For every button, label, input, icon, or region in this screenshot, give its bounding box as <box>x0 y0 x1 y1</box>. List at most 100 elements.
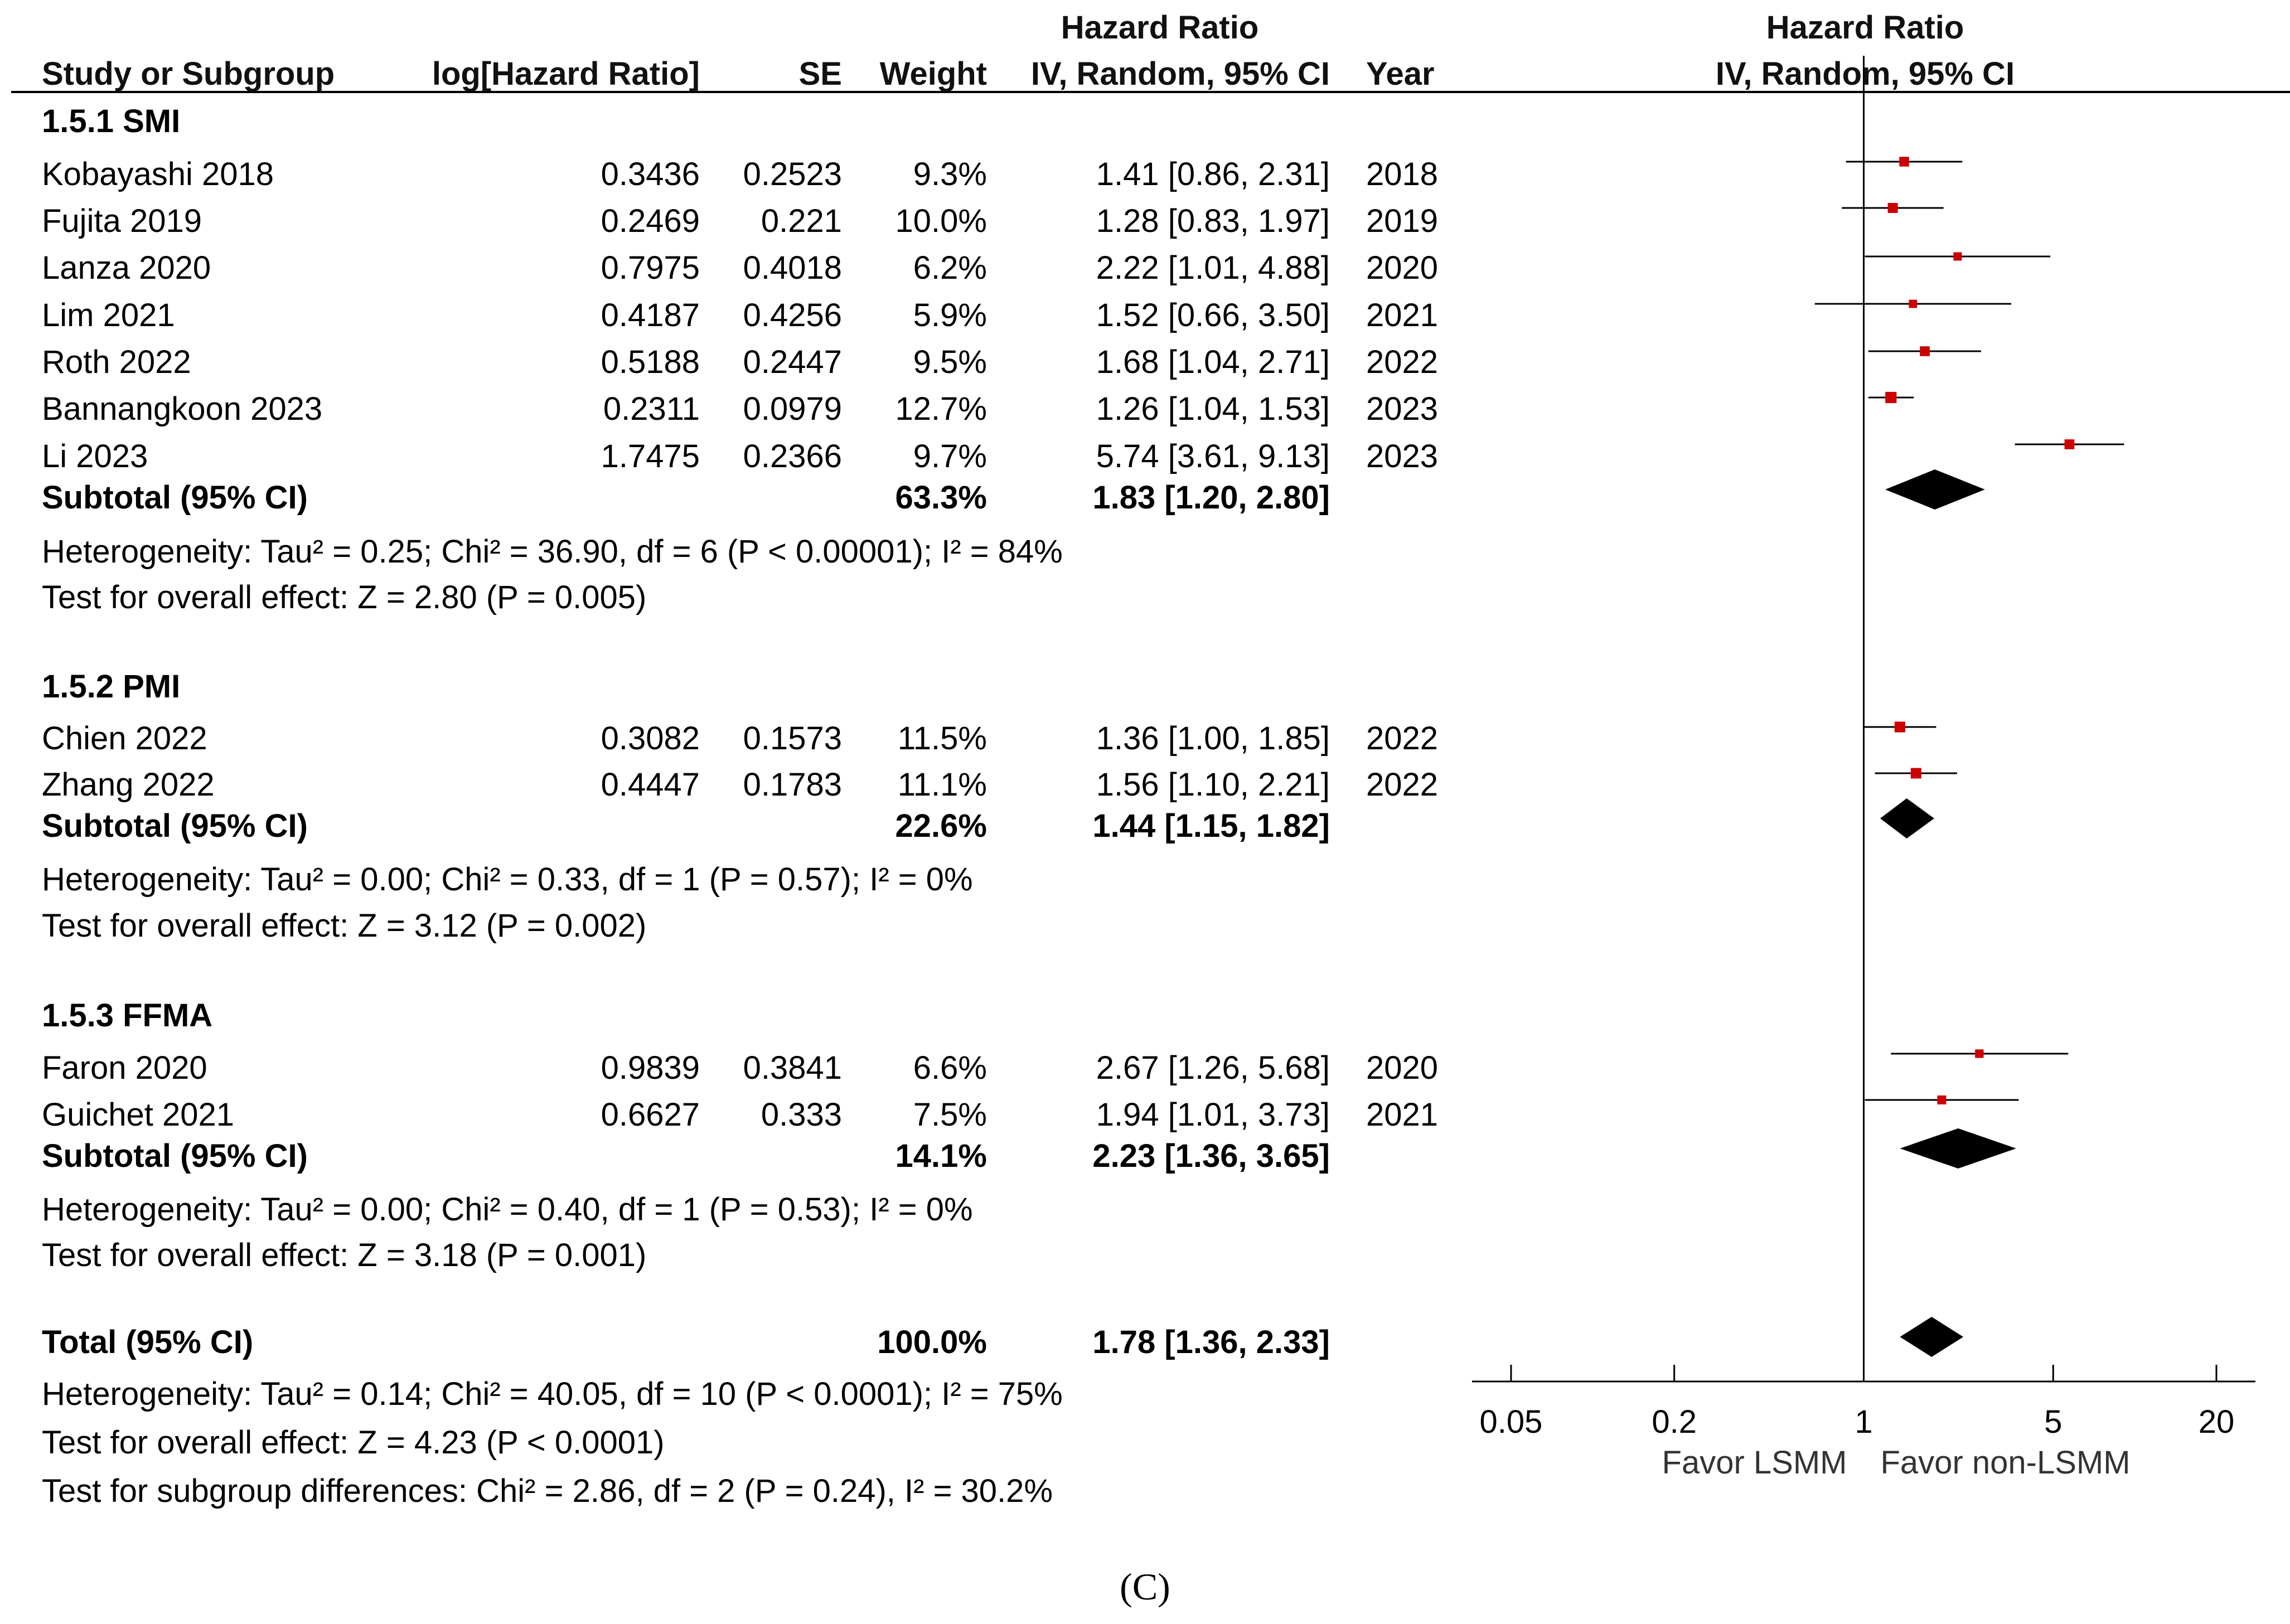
subgroup-differences-text: Test for subgroup differences: Chi² = 2.… <box>42 1473 1053 1509</box>
study-year: 2021 <box>1366 1097 1439 1133</box>
overall-effect-text: Test for overall effect: Z = 3.18 (P = 0… <box>42 1237 647 1273</box>
study-log-hr: 0.5188 <box>601 344 700 380</box>
study-point <box>1885 391 1897 404</box>
header-hazard-ratio-left: Hazard Ratio <box>1061 9 1259 46</box>
header-weight: Weight <box>879 56 987 92</box>
subgroup-title: 1.5.2 PMI <box>42 668 181 705</box>
subtotal-label: Subtotal (95% CI) <box>42 1138 308 1174</box>
subtotal-weight: 14.1% <box>895 1138 987 1174</box>
study-point <box>1910 768 1921 779</box>
study-weight: 11.5% <box>897 720 987 757</box>
study-name: Fujita 2019 <box>42 203 202 239</box>
study-name: Faron 2020 <box>42 1050 207 1086</box>
x-axis-tick-label: 5 <box>2044 1404 2062 1440</box>
study-ci: 5.74 [3.61, 9.13] <box>1096 438 1330 474</box>
study-year: 2019 <box>1366 203 1439 239</box>
study-year: 2021 <box>1366 297 1439 333</box>
study-ci: 1.28 [0.83, 1.97] <box>1096 203 1330 239</box>
pooled-diamond <box>1885 469 1985 510</box>
study-log-hr: 0.2469 <box>601 203 700 239</box>
study-point <box>1937 1095 1947 1104</box>
overall-effect-text: Test for overall effect: Z = 3.12 (P = 0… <box>42 908 647 944</box>
x-axis-tick-label: 0.2 <box>1652 1404 1697 1440</box>
study-name: Lim 2021 <box>42 297 175 333</box>
study-weight: 9.3% <box>913 156 987 192</box>
heterogeneity-text: Heterogeneity: Tau² = 0.00; Chi² = 0.40,… <box>42 1191 973 1228</box>
header-hazard-ratio-right: Hazard Ratio <box>1766 9 1964 46</box>
subtotal-weight: 63.3% <box>895 479 987 516</box>
study-ci: 1.41 [0.86, 2.31] <box>1096 156 1330 192</box>
study-se: 0.4256 <box>743 297 842 333</box>
subtotal-weight: 22.6% <box>895 808 987 844</box>
header-study: Study or Subgroup <box>42 56 335 92</box>
study-se: 0.221 <box>761 203 842 239</box>
study-se: 0.2447 <box>743 344 842 380</box>
study-log-hr: 0.3082 <box>601 720 700 757</box>
study-point <box>1953 252 1962 261</box>
study-name: Chien 2022 <box>42 720 207 757</box>
pooled-diamond <box>1900 1317 1964 1357</box>
heterogeneity-text: Heterogeneity: Tau² = 0.25; Chi² = 36.90… <box>42 534 1063 570</box>
study-point <box>1920 346 1930 356</box>
study-name: Li 2023 <box>42 438 148 474</box>
study-weight: 5.9% <box>913 297 987 333</box>
study-se: 0.0979 <box>743 391 842 427</box>
header-ci: IV, Random, 95% CI <box>1030 56 1330 92</box>
study-se: 0.2523 <box>743 156 842 192</box>
study-weight: 9.7% <box>913 438 987 474</box>
study-se: 0.1573 <box>743 720 842 757</box>
header-log-hr: log[Hazard Ratio] <box>432 56 700 92</box>
study-name: Kobayashi 2018 <box>42 156 274 192</box>
study-year: 2020 <box>1366 1050 1439 1086</box>
study-log-hr: 0.4447 <box>601 767 700 803</box>
total-heterogeneity-text: Heterogeneity: Tau² = 0.14; Chi² = 40.05… <box>42 1376 1063 1412</box>
study-ci: 1.68 [1.04, 2.71] <box>1096 344 1330 380</box>
study-name: Guichet 2021 <box>42 1097 235 1133</box>
study-ci: 1.94 [1.01, 3.73] <box>1096 1097 1330 1133</box>
study-weight: 11.1% <box>897 767 987 803</box>
study-log-hr: 0.4187 <box>601 297 700 333</box>
x-axis-tick-label: 20 <box>2199 1404 2235 1440</box>
study-name: Bannangkoon 2023 <box>42 391 323 427</box>
header-se: SE <box>798 56 842 92</box>
figure-caption: (C) <box>1120 1565 1170 1608</box>
study-point <box>1975 1049 1984 1058</box>
x-axis-tick-label: 0.05 <box>1480 1404 1543 1440</box>
study-ci: 1.56 [1.10, 2.21] <box>1096 767 1330 803</box>
study-point <box>2064 439 2075 449</box>
study-weight: 6.2% <box>913 250 987 286</box>
pooled-diamond <box>1880 798 1934 838</box>
study-year: 2023 <box>1366 438 1439 474</box>
subtotal-label: Subtotal (95% CI) <box>42 479 308 516</box>
study-log-hr: 0.7975 <box>601 250 700 286</box>
subgroup-title: 1.5.1 SMI <box>42 103 181 139</box>
subgroup-title: 1.5.3 FFMA <box>42 997 213 1034</box>
study-weight: 10.0% <box>895 203 987 239</box>
study-year: 2018 <box>1366 156 1439 192</box>
study-log-hr: 0.2311 <box>603 391 700 427</box>
overall-effect-text: Test for overall effect: Z = 2.80 (P = 0… <box>42 579 647 615</box>
study-weight: 7.5% <box>913 1097 987 1133</box>
study-point <box>1887 203 1898 213</box>
pooled-diamond <box>1900 1128 2016 1169</box>
study-weight: 12.7% <box>895 391 987 427</box>
header-ci-right: IV, Random, 95% CI <box>1715 56 2015 92</box>
heterogeneity-text: Heterogeneity: Tau² = 0.00; Chi² = 0.33,… <box>42 861 973 898</box>
header-year: Year <box>1366 56 1435 92</box>
favor-right-label: Favor non-LSMM <box>1881 1444 2131 1481</box>
study-weight: 9.5% <box>913 344 987 380</box>
study-se: 0.4018 <box>743 250 842 286</box>
subtotal-label: Subtotal (95% CI) <box>42 808 308 844</box>
study-ci: 1.36 [1.00, 1.85] <box>1096 720 1330 757</box>
study-se: 0.333 <box>761 1097 842 1133</box>
favor-left-label: Favor LSMM <box>1662 1444 1847 1481</box>
study-ci: 2.67 [1.26, 5.68] <box>1096 1050 1330 1086</box>
study-point <box>1894 721 1906 733</box>
study-name: Zhang 2022 <box>42 767 215 803</box>
total-overall-effect-text: Test for overall effect: Z = 4.23 (P < 0… <box>42 1424 665 1461</box>
study-log-hr: 0.3436 <box>601 156 700 192</box>
study-log-hr: 1.7475 <box>601 438 700 474</box>
study-ci: 1.26 [1.04, 1.53] <box>1096 391 1330 427</box>
